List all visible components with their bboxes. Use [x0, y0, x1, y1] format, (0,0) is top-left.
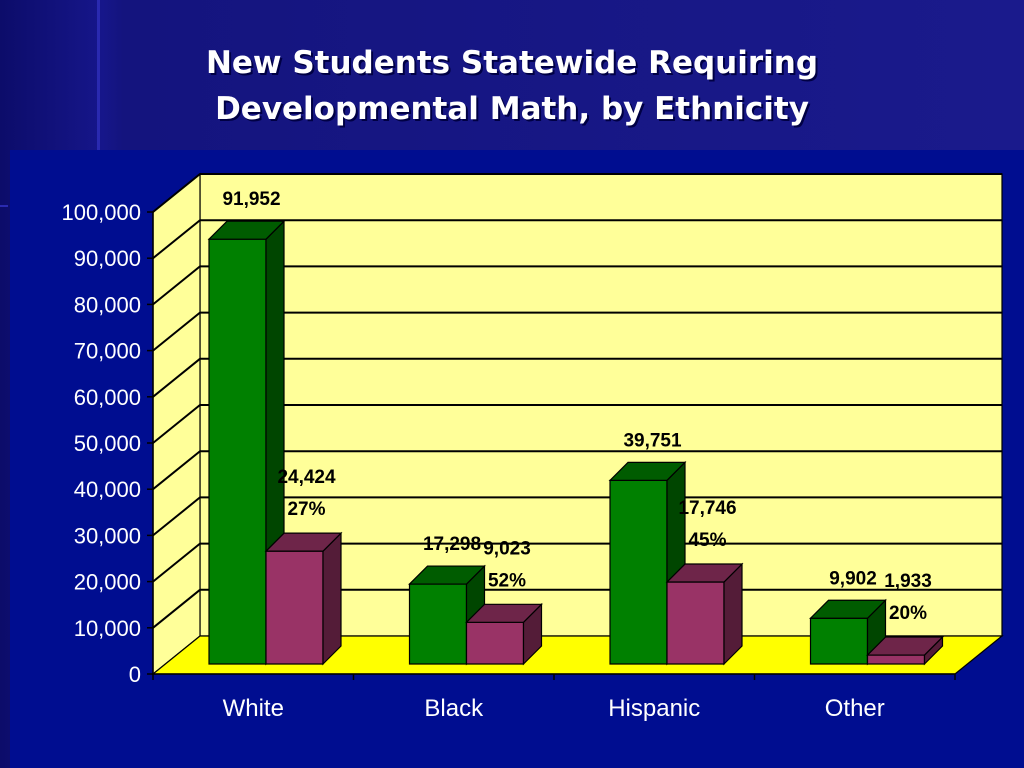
- gridline: [152, 219, 1002, 259]
- bar-developmental: [866, 654, 926, 665]
- title-line-2: Developmental Math, by Ethnicity: [215, 91, 809, 127]
- gridline: [152, 404, 1002, 444]
- x-category-label: Black: [424, 695, 484, 722]
- y-tick-label: 50,000: [74, 431, 141, 456]
- chart-title: New Students Statewide Requiring Develop…: [0, 40, 1024, 132]
- gridline: [152, 496, 1002, 537]
- data-label-percent: 27%: [287, 499, 325, 520]
- decorative-line: [97, 0, 100, 150]
- y-tick-label: 90,000: [74, 246, 141, 271]
- data-label-developmental: 24,424: [277, 467, 336, 488]
- bar-total: [809, 617, 869, 665]
- bar-developmental: [265, 550, 324, 665]
- data-label-total: 39,751: [623, 430, 682, 451]
- gridline: [152, 173, 1002, 213]
- data-label-percent: 52%: [488, 570, 526, 591]
- y-tick-label: 30,000: [74, 523, 141, 548]
- x-category-label: Hispanic: [608, 695, 700, 722]
- y-tick-label: 40,000: [74, 477, 141, 502]
- y-tick-label: 0: [129, 662, 141, 687]
- bar-total: [208, 238, 267, 665]
- gridline: [152, 265, 1002, 306]
- bar-total-top: [608, 461, 687, 481]
- y-tick-label: 70,000: [74, 339, 141, 364]
- bar-developmental-top: [264, 532, 343, 552]
- data-label-percent: 45%: [688, 530, 726, 551]
- data-label-developmental: 9,023: [483, 538, 531, 559]
- bar-developmental: [666, 581, 725, 665]
- data-label-developmental: 1,933: [884, 571, 932, 592]
- bar-total: [408, 583, 468, 665]
- bar-developmental-top: [665, 563, 744, 583]
- bar-developmental-side: [322, 531, 342, 666]
- y-tick-label: 100,000: [61, 200, 141, 225]
- data-label-total: 17,298: [423, 534, 481, 555]
- bar-total-top: [207, 220, 286, 240]
- bar-developmental-top: [866, 636, 944, 656]
- data-label-developmental: 17,746: [678, 498, 736, 519]
- y-tick-label: 60,000: [74, 385, 141, 410]
- bar-developmental: [465, 621, 525, 665]
- gridline: [152, 450, 1002, 490]
- bar-total-top: [809, 599, 887, 619]
- decorative-tick: [0, 205, 8, 207]
- data-label-total: 9,902: [829, 568, 877, 589]
- data-label-total: 91,952: [222, 189, 280, 210]
- bar-developmental-top: [465, 603, 543, 623]
- gridline: [152, 357, 1002, 398]
- x-category-label: Other: [825, 695, 885, 722]
- bar-total: [609, 479, 668, 665]
- gridline: [152, 542, 1002, 583]
- bar-total-top: [408, 565, 486, 585]
- x-category-label: White: [223, 695, 284, 722]
- y-tick-label: 10,000: [74, 616, 141, 641]
- gridline: [152, 311, 1002, 352]
- title-line-1: New Students Statewide Requiring: [205, 45, 819, 81]
- y-tick-label: 80,000: [74, 292, 141, 317]
- y-tick-label: 20,000: [74, 570, 141, 595]
- data-label-percent: 20%: [889, 603, 927, 624]
